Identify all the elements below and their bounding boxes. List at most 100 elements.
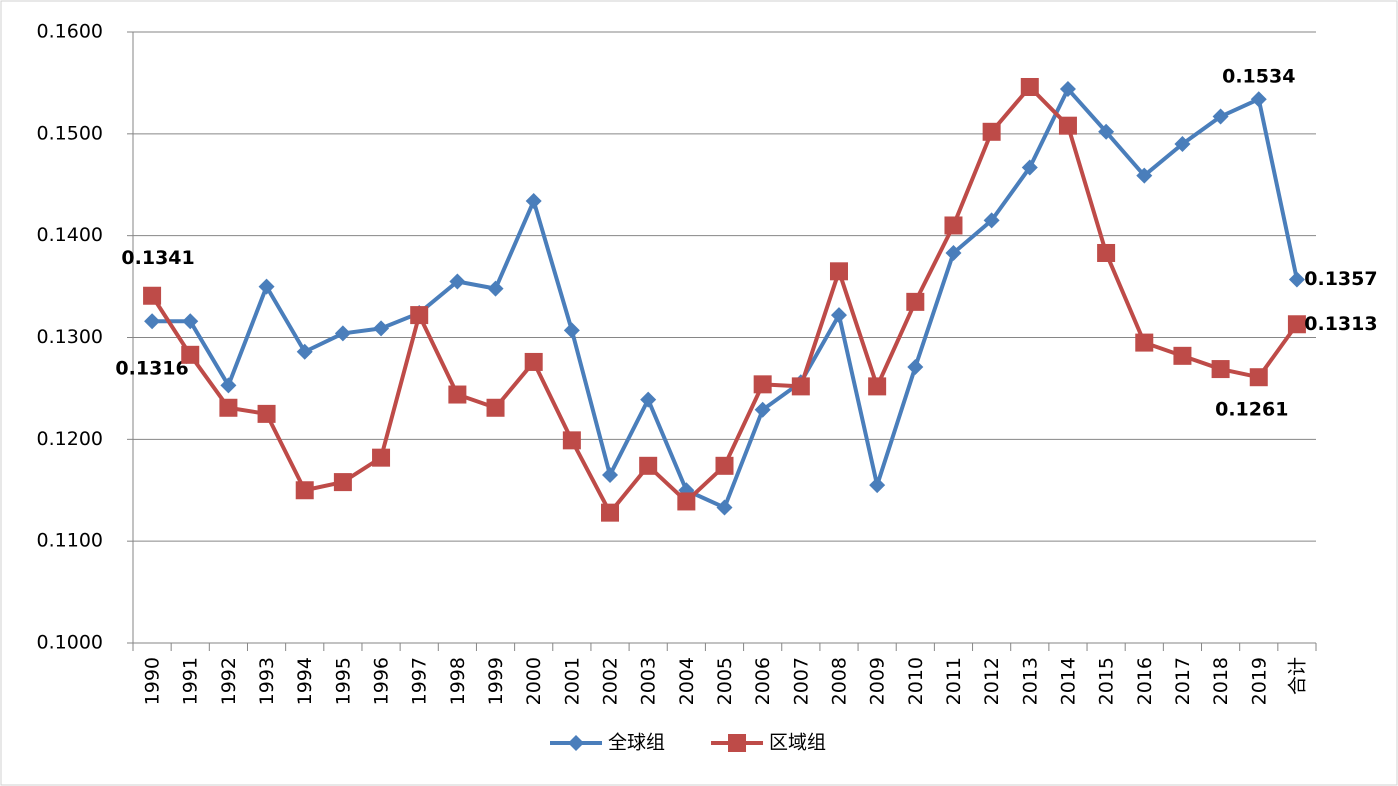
x-tick-label: 2012 [981, 657, 1003, 705]
x-tick-label: 2017 [1172, 657, 1194, 705]
marker [1136, 167, 1153, 184]
marker [257, 404, 276, 423]
marker [639, 456, 658, 475]
x-tick-label: 1996 [371, 657, 393, 705]
marker [715, 456, 734, 475]
x-tick-label: 1999 [485, 657, 507, 705]
marker [143, 286, 162, 305]
x-tick-label: 2003 [638, 657, 660, 705]
marker [1174, 136, 1191, 153]
x-tick-label: 2019 [1248, 657, 1270, 705]
marker [677, 492, 696, 511]
marker [868, 377, 887, 396]
marker [182, 313, 199, 330]
x-tick-label: 2014 [1057, 657, 1079, 705]
marker [372, 448, 391, 467]
x-tick-label: 2011 [943, 657, 965, 705]
marker [1249, 368, 1268, 387]
marker [448, 385, 467, 404]
marker [945, 244, 962, 261]
legend-item: 全球组 [550, 732, 665, 754]
marker [1250, 91, 1267, 108]
marker [258, 278, 275, 295]
marker [602, 466, 619, 483]
marker [906, 292, 925, 311]
data-label: 0.1534 [1222, 66, 1295, 88]
data-label: 0.1313 [1304, 313, 1377, 335]
marker [1059, 81, 1076, 98]
legend-label: 全球组 [608, 732, 665, 754]
marker [410, 306, 429, 325]
marker [907, 359, 924, 376]
y-tick-label: 0.1000 [37, 632, 103, 654]
legend-marker [568, 735, 584, 751]
legend-marker [728, 734, 747, 752]
marker [1020, 77, 1039, 96]
x-tick-label: 1998 [447, 657, 469, 705]
x-tick-label: 2015 [1096, 657, 1118, 705]
marker [219, 398, 238, 417]
marker [791, 377, 810, 396]
data-label: 0.1341 [121, 247, 194, 269]
x-tick-label: 2002 [600, 657, 622, 705]
x-tick-label: 2005 [714, 657, 736, 705]
data-label: 0.1357 [1304, 268, 1377, 290]
marker [296, 343, 313, 360]
marker [295, 481, 314, 500]
y-tick-label: 0.1600 [37, 21, 103, 43]
x-tick-label: 2000 [523, 657, 545, 705]
data-label: 0.1316 [115, 358, 188, 380]
marker [601, 503, 620, 522]
marker [1173, 346, 1192, 365]
x-tick-label: 1994 [294, 657, 316, 705]
x-tick-label: 2016 [1134, 657, 1156, 705]
x-tick-label: 2004 [676, 657, 698, 705]
marker [144, 313, 161, 330]
marker [334, 325, 351, 342]
x-tick-label: 2006 [752, 657, 774, 705]
marker [220, 377, 237, 394]
marker [716, 499, 733, 516]
marker [1021, 159, 1038, 176]
marker [1058, 116, 1077, 135]
y-tick-label: 0.1100 [37, 530, 103, 552]
legend-label: 区域组 [769, 732, 826, 754]
x-tick-label: 2008 [828, 657, 850, 705]
marker [754, 401, 771, 418]
marker [1287, 315, 1306, 334]
x-tick-label: 合计 [1286, 657, 1308, 695]
marker [1288, 271, 1305, 288]
marker [524, 352, 543, 371]
marker [449, 273, 466, 290]
marker [983, 212, 1000, 229]
x-tick-label: 1993 [256, 657, 278, 705]
marker [486, 398, 505, 417]
data-label: 0.1261 [1215, 399, 1288, 421]
y-tick-label: 0.1400 [37, 224, 103, 246]
x-tick-label: 2018 [1210, 657, 1232, 705]
x-tick-label: 1990 [142, 657, 164, 705]
marker [829, 262, 848, 281]
marker [944, 216, 963, 235]
x-tick-label: 1995 [332, 657, 354, 705]
marker [640, 391, 657, 408]
marker [830, 307, 847, 324]
x-tick-label: 1991 [180, 657, 202, 705]
marker [1135, 333, 1154, 352]
marker [373, 320, 390, 337]
y-tick-label: 0.1300 [37, 326, 103, 348]
marker [982, 122, 1001, 141]
x-tick-label: 2001 [561, 657, 583, 705]
marker [1097, 243, 1116, 262]
marker [563, 322, 580, 339]
marker [525, 193, 542, 210]
marker [562, 431, 581, 450]
marker [181, 345, 200, 364]
marker [1211, 360, 1230, 379]
marker [1212, 108, 1229, 125]
marker [753, 375, 772, 394]
marker [333, 473, 352, 492]
x-tick-label: 2013 [1019, 657, 1041, 705]
